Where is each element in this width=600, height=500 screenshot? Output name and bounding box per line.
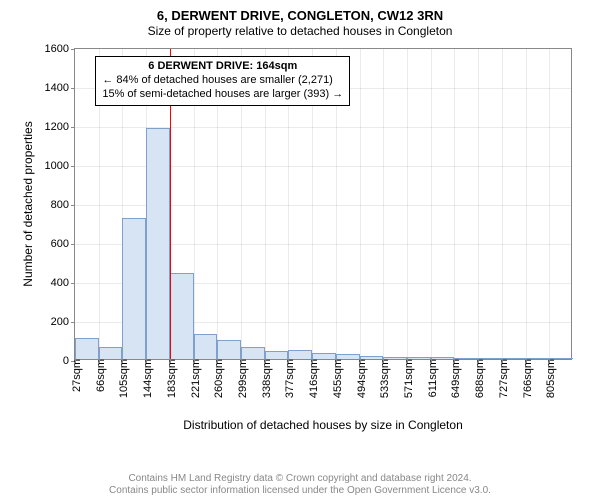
y-tick-label: 800 <box>51 199 75 211</box>
callout-title: 6 DERWENT DRIVE: 164sqm <box>102 60 343 74</box>
x-tick-mark <box>383 359 384 363</box>
x-tick-label: 766sqm <box>522 359 534 398</box>
gridline-v <box>549 49 550 359</box>
x-tick-label: 221sqm <box>190 359 202 398</box>
gridline-v <box>502 49 503 359</box>
x-tick-mark <box>99 359 100 363</box>
x-tick-label: 805sqm <box>545 359 557 398</box>
x-tick-mark <box>146 359 147 363</box>
histogram-bar <box>194 334 218 359</box>
x-tick-mark <box>526 359 527 363</box>
x-tick-mark <box>312 359 313 363</box>
x-tick-mark <box>336 359 337 363</box>
x-tick-label: 416sqm <box>308 359 320 398</box>
x-axis-label: Distribution of detached houses by size … <box>74 418 572 432</box>
x-tick-label: 144sqm <box>142 359 154 398</box>
histogram-bar <box>75 338 99 359</box>
x-tick-label: 571sqm <box>403 359 415 398</box>
gridline-v <box>360 49 361 359</box>
x-tick-mark <box>217 359 218 363</box>
x-tick-label: 183sqm <box>166 359 178 398</box>
chart-container: 6, DERWENT DRIVE, CONGLETON, CW12 3RN Si… <box>0 0 600 500</box>
x-tick-label: 688sqm <box>474 359 486 398</box>
y-tick-label: 1600 <box>45 43 75 55</box>
x-tick-mark <box>478 359 479 363</box>
x-tick-mark <box>502 359 503 363</box>
gridline-v <box>407 49 408 359</box>
x-tick-label: 727sqm <box>498 359 510 398</box>
histogram-bar <box>241 347 265 359</box>
callout-line-smaller: ← 84% of detached houses are smaller (2,… <box>102 74 343 88</box>
callout-line-larger: 15% of semi-detached houses are larger (… <box>102 88 343 102</box>
x-tick-mark <box>170 359 171 363</box>
y-tick-label: 400 <box>51 277 75 289</box>
x-tick-mark <box>549 359 550 363</box>
x-tick-label: 27sqm <box>71 359 83 392</box>
x-tick-mark <box>407 359 408 363</box>
histogram-bar <box>217 340 241 359</box>
x-tick-label: 494sqm <box>356 359 368 398</box>
gridline-v <box>383 49 384 359</box>
y-tick-label: 1000 <box>45 160 75 172</box>
x-tick-mark <box>454 359 455 363</box>
y-tick-label: 600 <box>51 238 75 250</box>
y-tick-label: 200 <box>51 316 75 328</box>
chart-subtitle: Size of property relative to detached ho… <box>10 24 590 38</box>
y-axis-label: Number of detached properties <box>21 121 35 286</box>
x-tick-label: 66sqm <box>95 359 107 392</box>
x-tick-label: 105sqm <box>118 359 130 398</box>
x-tick-label: 611sqm <box>427 359 439 397</box>
x-tick-mark <box>241 359 242 363</box>
chart-area: 0200400600800100012001400160027sqm66sqm1… <box>18 44 582 444</box>
histogram-bar <box>122 218 146 359</box>
x-tick-mark <box>360 359 361 363</box>
x-tick-mark <box>288 359 289 363</box>
x-tick-mark <box>194 359 195 363</box>
histogram-bar <box>146 128 170 359</box>
footer-line-2: Contains public sector information licen… <box>0 485 600 497</box>
gridline-v <box>526 49 527 359</box>
x-tick-label: 649sqm <box>450 359 462 398</box>
y-tick-label: 1200 <box>45 121 75 133</box>
x-tick-label: 260sqm <box>213 359 225 398</box>
histogram-bar <box>288 350 312 359</box>
histogram-bar <box>99 347 123 359</box>
gridline-v <box>478 49 479 359</box>
x-tick-label: 455sqm <box>332 359 344 398</box>
footer-attribution: Contains HM Land Registry data © Crown c… <box>0 473 600 496</box>
y-tick-label: 1400 <box>45 82 75 94</box>
x-tick-mark <box>431 359 432 363</box>
footer-line-1: Contains HM Land Registry data © Crown c… <box>0 473 600 485</box>
gridline-v <box>454 49 455 359</box>
x-tick-mark <box>75 359 76 363</box>
x-tick-label: 299sqm <box>237 359 249 398</box>
x-tick-label: 377sqm <box>284 359 296 398</box>
histogram-bar <box>170 273 194 359</box>
reference-callout: 6 DERWENT DRIVE: 164sqm ← 84% of detache… <box>95 56 350 106</box>
x-tick-label: 533sqm <box>379 359 391 398</box>
x-tick-label: 338sqm <box>261 359 273 398</box>
chart-title: 6, DERWENT DRIVE, CONGLETON, CW12 3RN <box>10 8 590 23</box>
gridline-v <box>431 49 432 359</box>
x-tick-mark <box>122 359 123 363</box>
x-tick-mark <box>265 359 266 363</box>
histogram-bar <box>265 351 289 359</box>
